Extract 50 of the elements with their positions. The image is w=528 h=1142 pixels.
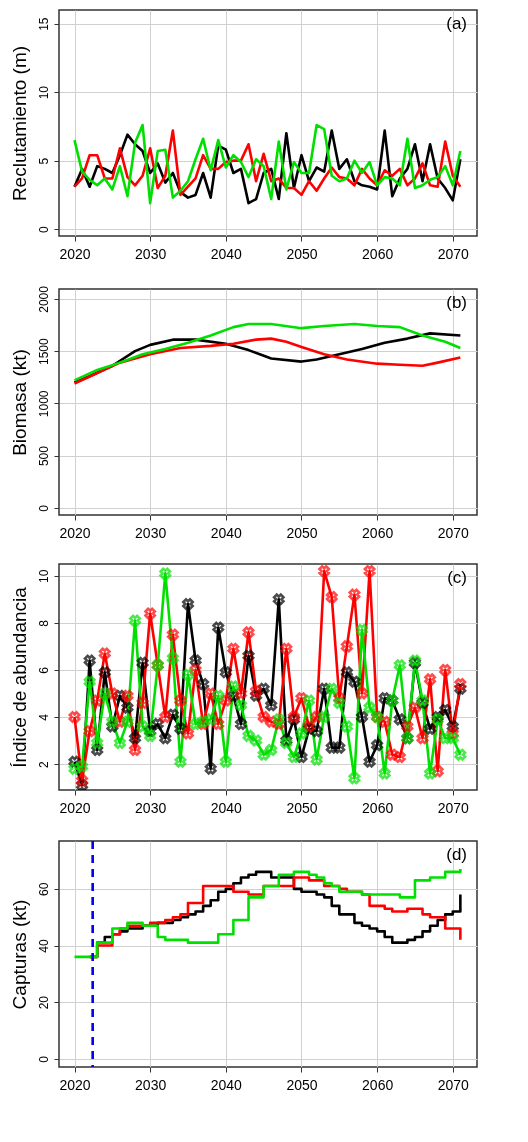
x-tick-label: 2040 (210, 245, 243, 262)
x-tick-label: 2060 (362, 1076, 394, 1093)
y-tick-label: 10 (36, 85, 51, 100)
y-tick-label: 500 (36, 445, 51, 467)
y-tick-label: 0 (36, 504, 51, 512)
x-tick-label: 2050 (286, 524, 318, 541)
annotation: (d) (446, 845, 467, 864)
y-tick-label: 2000 (36, 285, 51, 313)
x-tick-label: 2020 (59, 799, 91, 816)
y-tick-label: 1500 (36, 337, 51, 365)
y-axis-title: Capturas (kt) (8, 899, 30, 1010)
x-tick-label: 2070 (437, 245, 470, 262)
x-tick-label: 2050 (286, 245, 318, 262)
x-tick-label: 2020 (59, 1076, 91, 1093)
y-tick-label: 0 (36, 226, 51, 233)
annotation: (c) (447, 568, 467, 587)
x-tick-label: 2070 (437, 524, 470, 541)
y-tick-label: 10 (36, 569, 51, 583)
y-axis-title: Índice de abundancia (8, 586, 30, 768)
x-tick-label: 2060 (362, 524, 394, 541)
x-tick-label: 2030 (135, 1076, 167, 1093)
y-tick-label: 6 (36, 666, 51, 674)
x-tick-label: 2040 (210, 1076, 243, 1093)
x-tick-label: 2040 (210, 524, 243, 541)
y-tick-label: 20 (36, 995, 51, 1010)
y-tick-label: 4 (36, 713, 51, 721)
x-tick-label: 2060 (362, 245, 394, 262)
y-tick-label: 40 (36, 939, 51, 953)
x-tick-label: 2060 (362, 799, 394, 816)
x-tick-label: 2040 (210, 799, 243, 816)
annotation: (a) (446, 14, 467, 33)
y-tick-label: 8 (36, 619, 51, 627)
y-tick-label: 1000 (36, 390, 51, 418)
x-tick-label: 2070 (437, 1076, 470, 1093)
x-tick-label: 2050 (286, 1076, 318, 1093)
x-tick-label: 2020 (59, 245, 91, 262)
y-tick-label: 60 (36, 882, 51, 897)
y-tick-label: 0 (36, 1055, 51, 1063)
y-tick-label: 5 (36, 157, 51, 165)
y-axis-title: Reclutamiento (m) (8, 45, 30, 202)
x-tick-label: 2050 (286, 799, 318, 816)
x-tick-label: 2030 (135, 524, 167, 541)
y-tick-label: 2 (36, 760, 51, 768)
x-tick-label: 2020 (59, 524, 91, 541)
x-tick-label: 2070 (437, 799, 470, 816)
x-tick-label: 2030 (135, 799, 167, 816)
annotation: (b) (446, 293, 467, 312)
y-axis-title: Biomasa (kt) (8, 349, 30, 456)
y-tick-label: 15 (36, 17, 51, 31)
x-tick-label: 2030 (135, 245, 167, 262)
